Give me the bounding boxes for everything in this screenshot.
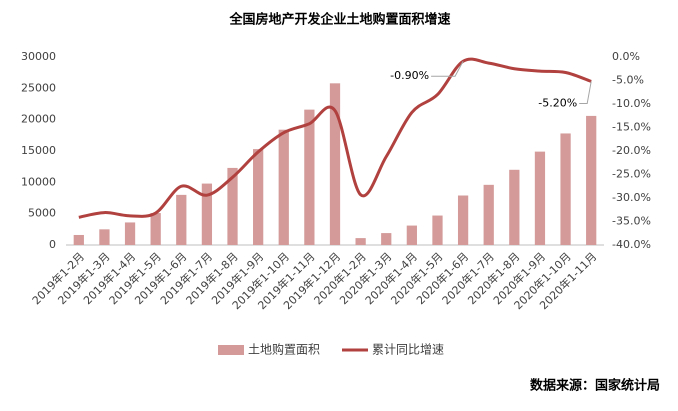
bar [150,213,161,245]
y2-tick-label: -10.0% [612,97,651,110]
legend-label: 累计同比增速 [372,343,444,357]
bar [227,167,238,245]
bar [560,133,571,245]
y-tick-label: 0 [49,238,56,251]
y-tick-label: 15000 [21,144,56,157]
legend-swatch [218,345,244,355]
y-tick-label: 30000 [21,50,56,63]
source: 数据来源：国家统计局 [530,378,660,394]
y2-tick-label: -40.0% [612,238,651,251]
y-tick-label: 10000 [21,175,56,188]
bar [534,151,546,245]
y-tick-label: 25000 [21,81,56,94]
y2-tick-label: -35.0% [612,215,651,228]
bar [176,194,187,245]
bar [509,169,520,245]
data-label: -5.20% [538,96,577,109]
bar [355,238,366,245]
bar [201,183,213,245]
data-label: -0.90% [390,69,429,82]
bar [586,115,597,245]
bar [432,215,443,245]
bar [253,149,264,245]
y2-tick-label: -30.0% [612,191,651,204]
line [78,57,592,219]
y-tick-label: 5000 [28,207,56,220]
leader-line [431,60,464,77]
bar [483,184,494,245]
bar [457,195,469,245]
y2-tick-label: -5.0% [612,74,644,87]
bar [381,233,392,245]
legend-label: 土地购置面积 [248,342,320,357]
bar [73,234,84,245]
y2-tick-label: -25.0% [612,168,651,181]
chart-title: 全国房地产开发企业土地购置面积增速 [228,12,450,28]
bar [406,225,417,245]
bar [124,222,136,245]
y2-tick-label: -20.0% [612,144,651,157]
bar [278,129,289,245]
bar [99,229,110,245]
y2-tick-label: 0.0% [612,50,640,63]
y2-tick-label: -15.0% [612,121,651,134]
leader-line [579,81,592,104]
bar [304,109,315,245]
y-tick-label: 20000 [21,113,56,126]
bar [329,83,341,245]
